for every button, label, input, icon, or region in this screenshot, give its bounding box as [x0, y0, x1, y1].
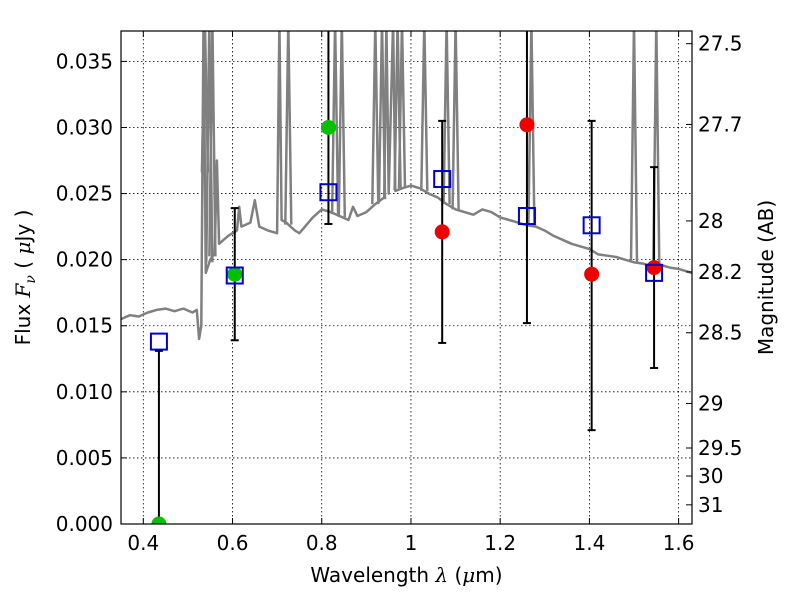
spectrum-line [121, 31, 692, 341]
axes-frame [120, 30, 693, 525]
y-tick-label: 0.000 [56, 512, 113, 536]
y-axis-label: Flux Fν ( μJy ) [11, 210, 39, 346]
photometry-point [519, 117, 535, 133]
photometry-point [434, 224, 450, 240]
model-flux-square [433, 170, 452, 189]
x-tick-label: 0.4 [127, 531, 159, 555]
right-tick-label: 29.5 [698, 436, 743, 460]
photometry-point [227, 266, 243, 282]
model-flux-square [225, 266, 244, 285]
y-tick-label: 0.020 [56, 248, 113, 272]
model-flux-square [645, 263, 664, 282]
emission-line-spike [208, 31, 217, 257]
right-tick-label: 28 [698, 209, 723, 233]
emission-line-spike [451, 31, 460, 210]
plot-area [121, 31, 692, 524]
emission-line-spike [337, 31, 347, 218]
y-tick-label: 0.035 [56, 49, 113, 73]
photometry-point [584, 266, 600, 282]
right-tick-label: 28.5 [698, 321, 743, 345]
y-tick-label: 0.025 [56, 182, 113, 206]
y-tick-label: 0.030 [56, 115, 113, 139]
right-tick-label: 27.5 [698, 32, 743, 56]
emission-line-spike [330, 31, 340, 215]
model-flux-square [517, 207, 536, 226]
emission-line-spike [629, 31, 639, 263]
emission-line-spike [442, 31, 451, 205]
right-tick-label: 30 [698, 464, 723, 488]
emission-line-spike [284, 31, 293, 225]
right-tick-label: 31 [698, 493, 723, 517]
axis-ticks: 0.4 0.6 0.8 1 1.2 1.4 1.6 0.000 0.005 0.010 0.015 0… [56, 31, 743, 555]
emission-line-spike [397, 31, 407, 189]
x-tick-label: 1.4 [573, 531, 605, 555]
model-flux-square [149, 332, 168, 351]
photometry-point [320, 119, 336, 135]
right-axis-label: Magnitude (AB) [754, 200, 778, 355]
emission-line-spike [377, 31, 387, 200]
model-flux-square [582, 216, 601, 235]
right-tick-label: 27.7 [698, 112, 743, 136]
y-tick-label: 0.005 [56, 446, 113, 470]
x-tick-label: 1.2 [484, 531, 516, 555]
right-tick-label: 29 [698, 391, 723, 415]
y-tick-label: 0.010 [56, 380, 113, 404]
emission-line-spike [371, 31, 380, 205]
x-axis-label: Wavelength λ (μm) [310, 563, 502, 587]
emission-line-spike [420, 31, 429, 191]
x-tick-label: 0.8 [306, 531, 338, 555]
model-flux-square [319, 183, 338, 202]
right-tick-label: 28.2 [698, 260, 743, 284]
y-tick-label: 0.015 [56, 314, 113, 338]
photometry-point [646, 260, 662, 276]
emission-line-spike [527, 31, 536, 227]
x-tick-label: 0.6 [217, 531, 249, 555]
x-tick-label: 1 [405, 531, 418, 555]
x-tick-label: 1.6 [663, 531, 695, 555]
photometry-point [151, 516, 167, 524]
